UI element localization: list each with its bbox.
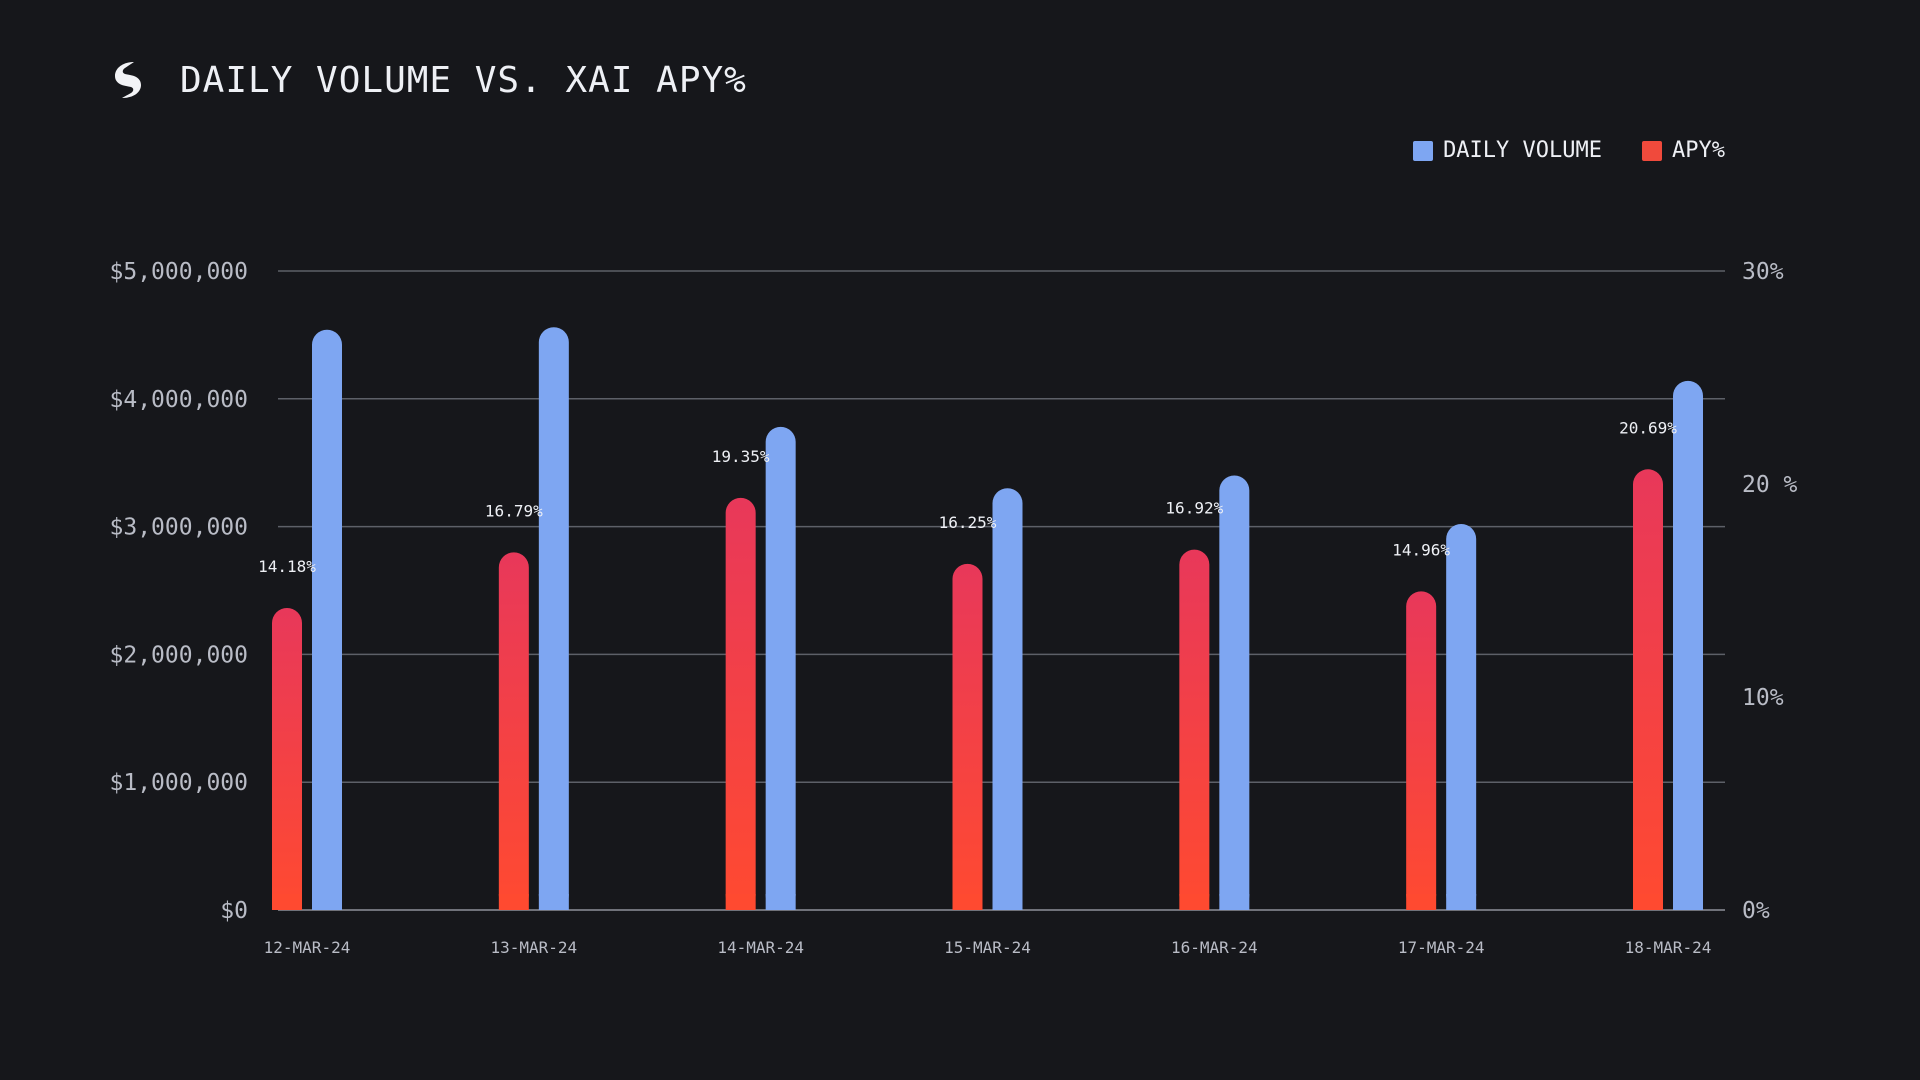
right-tick-label: 30% [1742, 259, 1784, 285]
apy-data-label: 16.92% [1165, 499, 1223, 518]
left-tick-label: $2,000,000 [110, 642, 248, 668]
apy-bar-base [952, 894, 983, 910]
apy-bar-base [1179, 894, 1210, 910]
volume-bar[interactable] [312, 329, 342, 911]
category-label: 17-MAR-24 [1398, 938, 1485, 957]
apy-bar[interactable] [498, 552, 529, 910]
apy-data-label: 19.35% [712, 447, 770, 466]
apy-bar[interactable] [725, 497, 756, 910]
left-axis: $0 $1,000,000 $2,000,000 $3,000,000 $4,000,0… [110, 259, 248, 924]
category-label: 16-MAR-24 [1171, 938, 1258, 957]
apy-bar[interactable] [1406, 591, 1437, 910]
chart-title: DAILY VOLUME VS. XAI APY% [180, 59, 747, 101]
left-tick-label: $5,000,000 [110, 259, 248, 285]
apy-bar[interactable] [1179, 549, 1210, 910]
apy-bar[interactable] [1633, 469, 1663, 910]
volume-bar[interactable] [1673, 380, 1703, 911]
volume-bar-base [1446, 894, 1477, 910]
category-label: 13-MAR-24 [490, 938, 577, 957]
left-tick-label: $1,000,000 [110, 770, 248, 796]
apy-bar-base [1633, 894, 1663, 910]
volume-bar[interactable] [992, 488, 1023, 910]
apy-data-label: 14.96% [1392, 540, 1450, 559]
category-label: 18-MAR-24 [1625, 938, 1712, 957]
apy-bar-base [1406, 894, 1437, 910]
right-tick-label: 20 % [1742, 472, 1798, 498]
legend-item-daily-volume[interactable]: DAILY VOLUME [1413, 138, 1602, 163]
category-label: 14-MAR-24 [717, 938, 804, 957]
chart-header: DAILY VOLUME VS. XAI APY% [110, 52, 747, 108]
category-labels: 12-MAR-24 13-MAR-24 14-MAR-24 15-MAR-24 16-M… [264, 938, 1712, 957]
apy-bar-base [498, 894, 529, 910]
volume-bar[interactable] [1446, 524, 1477, 910]
right-tick-label: 10% [1742, 685, 1784, 711]
category-label: 15-MAR-24 [944, 938, 1031, 957]
volume-bar-base [1219, 894, 1250, 910]
left-tick-label: $3,000,000 [110, 515, 248, 541]
data-labels: 14.18% 16.79% 19.35% 16.25% 16.92% 14.96% 20.6… [258, 418, 1677, 576]
legend-label-apy: APY% [1672, 138, 1725, 163]
legend-swatch-daily-volume [1413, 140, 1434, 161]
legend-swatch-apy [1642, 140, 1663, 161]
apy-data-label: 16.25% [939, 513, 997, 532]
apy-data-label: 20.69% [1619, 418, 1677, 437]
left-tick-label: $0 [220, 898, 248, 924]
bars [272, 327, 1703, 911]
apy-data-label: 16.79% [485, 501, 543, 520]
volume-bar[interactable] [538, 327, 569, 910]
brand-logo-icon [115, 62, 141, 98]
apy-data-label: 14.18% [258, 557, 316, 576]
volume-bar[interactable] [765, 426, 796, 910]
right-axis: 0% 10% 20 % 30% [1742, 259, 1798, 924]
apy-bar-base [725, 894, 756, 910]
apy-bar[interactable] [272, 607, 302, 910]
volume-bar-base [538, 894, 569, 910]
apy-bar-base [272, 894, 302, 910]
right-tick-label: 0% [1742, 898, 1770, 924]
left-tick-label: $4,000,000 [110, 387, 248, 413]
apy-bar[interactable] [952, 563, 983, 910]
volume-bar-base [312, 894, 342, 910]
chart-legend: DAILY VOLUME APY% [1413, 138, 1725, 163]
volume-bar[interactable] [1219, 475, 1250, 910]
volume-bar-base [992, 894, 1023, 910]
legend-item-apy[interactable]: APY% [1642, 138, 1725, 163]
category-label: 12-MAR-24 [264, 938, 351, 957]
volume-bar-base [1673, 894, 1703, 910]
volume-bar-base [765, 894, 796, 910]
legend-label-daily-volume: DAILY VOLUME [1443, 138, 1603, 163]
